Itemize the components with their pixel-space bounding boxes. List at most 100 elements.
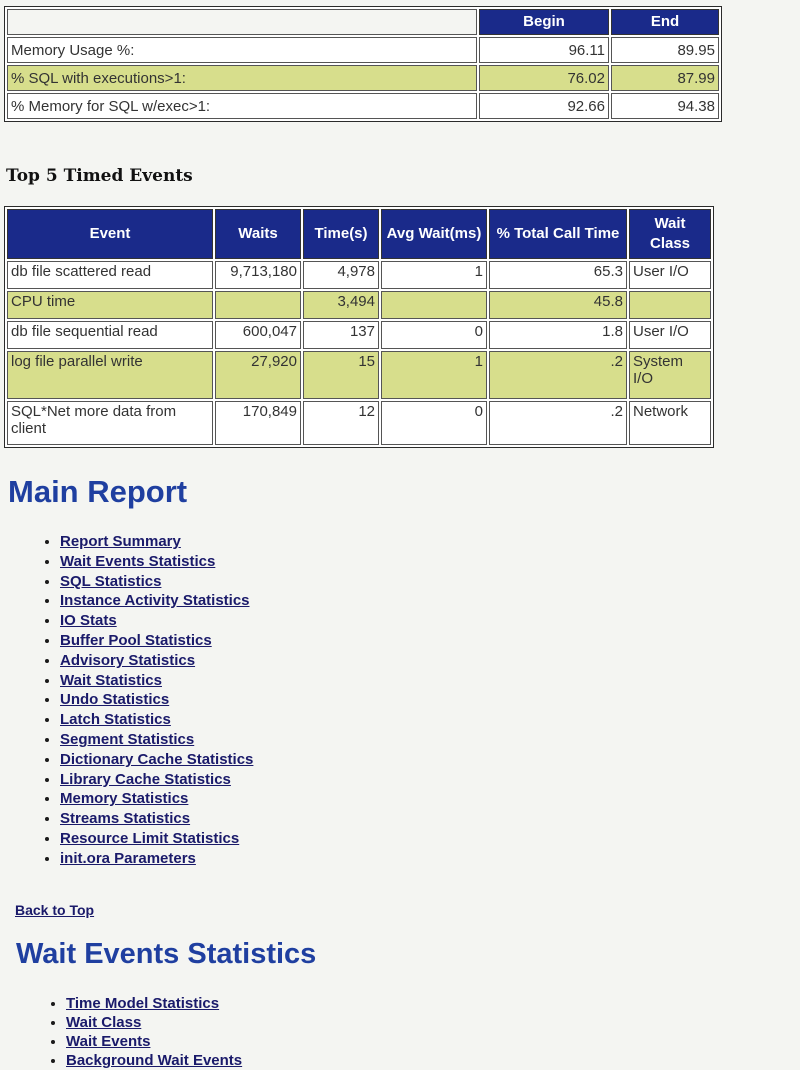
back-to-top-link[interactable]: Back to Top — [15, 902, 95, 918]
event-name: log file parallel write — [7, 351, 213, 399]
event-waits: 170,849 — [215, 401, 301, 445]
event-avg-wait — [381, 291, 487, 319]
memory-row-end: 87.99 — [611, 65, 719, 91]
list-item: Streams Statistics — [60, 809, 253, 829]
instance-activity-statistics-link[interactable]: Instance Activity Statistics — [60, 592, 250, 610]
avg-wait-column-header: Avg Wait(ms) — [381, 209, 487, 259]
report-summary-link[interactable]: Report Summary — [60, 533, 181, 550]
memory-row: Memory Usage %: 96.11 89.95 — [7, 37, 719, 63]
list-item: Dictionary Cache Statistics — [60, 750, 253, 770]
event-avg-wait: 0 — [381, 321, 487, 349]
event-row: db file scattered read 9,713,180 4,978 1… — [7, 261, 711, 289]
wait-events-statistics-heading: Wait Events Statistics — [16, 938, 317, 970]
sql-statistics-link[interactable]: SQL Statistics — [60, 572, 162, 590]
event-wait-class: Network — [629, 401, 711, 445]
event-name: CPU time — [7, 291, 213, 319]
event-row: db file sequential read 600,047 137 0 1.… — [7, 321, 711, 349]
list-item: Background Wait Events — [66, 1051, 242, 1070]
buffer-pool-statistics-link[interactable]: Buffer Pool Statistics — [60, 631, 212, 649]
time-column-header: Time(s) — [303, 209, 379, 259]
event-waits: 600,047 — [215, 321, 301, 349]
main-report-link-list: Report Summary Wait Events Statistics SQ… — [38, 532, 253, 869]
memory-row-begin: 76.02 — [479, 65, 609, 91]
list-item: Wait Events Statistics — [60, 552, 253, 572]
memory-row-label: % SQL with executions>1: — [7, 65, 477, 91]
event-time: 4,978 — [303, 261, 379, 289]
event-column-header: Event — [7, 209, 213, 259]
event-avg-wait: 1 — [381, 351, 487, 399]
event-pct-call-time: 45.8 — [489, 291, 627, 319]
event-time: 15 — [303, 351, 379, 399]
memory-row-label: % Memory for SQL w/exec>1: — [7, 93, 477, 119]
event-waits: 9,713,180 — [215, 261, 301, 289]
event-avg-wait: 0 — [381, 401, 487, 445]
list-item: SQL Statistics — [60, 572, 253, 592]
init-ora-parameters-link[interactable]: init.ora Parameters — [60, 849, 196, 867]
list-item: Buffer Pool Statistics — [60, 631, 253, 651]
list-item: Memory Statistics — [60, 789, 253, 809]
memory-usage-table: Begin End Memory Usage %: 96.11 89.95 % … — [4, 6, 722, 122]
list-item: IO Stats — [60, 611, 253, 631]
memory-table-blank-header — [7, 9, 477, 35]
begin-column-header: Begin — [479, 9, 609, 35]
background-wait-events-link[interactable]: Background Wait Events — [66, 1052, 243, 1069]
event-wait-class: System I/O — [629, 351, 711, 399]
list-item: Undo Statistics — [60, 690, 253, 710]
resource-limit-statistics-link[interactable]: Resource Limit Statistics — [60, 829, 240, 847]
top5-events-table: Event Waits Time(s) Avg Wait(ms) % Total… — [4, 206, 714, 448]
wait-statistics-link[interactable]: Wait Statistics — [60, 671, 162, 689]
event-time: 3,494 — [303, 291, 379, 319]
wait-events-statistics-link[interactable]: Wait Events Statistics — [60, 552, 216, 570]
list-item: Time Model Statistics — [66, 994, 242, 1013]
event-avg-wait: 1 — [381, 261, 487, 289]
event-wait-class — [629, 291, 711, 319]
event-waits — [215, 291, 301, 319]
list-item: init.ora Parameters — [60, 849, 253, 869]
event-time: 12 — [303, 401, 379, 445]
wait-class-column-header: Wait Class — [629, 209, 711, 259]
list-item: Instance Activity Statistics — [60, 591, 253, 611]
wait-events-link-list: Time Model Statistics Wait Class Wait Ev… — [46, 994, 242, 1070]
event-waits: 27,920 — [215, 351, 301, 399]
event-row: CPU time 3,494 45.8 — [7, 291, 711, 319]
event-pct-call-time: .2 — [489, 401, 627, 445]
list-item: Wait Events — [66, 1032, 242, 1051]
list-item: Segment Statistics — [60, 730, 253, 750]
list-item: Library Cache Statistics — [60, 770, 253, 790]
waits-column-header: Waits — [215, 209, 301, 259]
memory-row-label: Memory Usage %: — [7, 37, 477, 63]
time-model-statistics-link[interactable]: Time Model Statistics — [66, 995, 220, 1012]
memory-statistics-link[interactable]: Memory Statistics — [60, 790, 189, 808]
wait-class-link[interactable]: Wait Class — [66, 1014, 142, 1031]
memory-row-begin: 96.11 — [479, 37, 609, 63]
event-name: db file scattered read — [7, 261, 213, 289]
streams-statistics-link[interactable]: Streams Statistics — [60, 810, 191, 828]
list-item: Resource Limit Statistics — [60, 829, 253, 849]
io-stats-link[interactable]: IO Stats — [60, 612, 117, 630]
wait-events-link[interactable]: Wait Events — [66, 1033, 151, 1050]
main-report-heading: Main Report — [8, 474, 188, 509]
event-pct-call-time: 65.3 — [489, 261, 627, 289]
event-wait-class: User I/O — [629, 321, 711, 349]
list-item: Advisory Statistics — [60, 651, 253, 671]
memory-row: % Memory for SQL w/exec>1: 92.66 94.38 — [7, 93, 719, 119]
latch-statistics-link[interactable]: Latch Statistics — [60, 711, 171, 729]
memory-row-end: 94.38 — [611, 93, 719, 119]
event-time: 137 — [303, 321, 379, 349]
event-wait-class: User I/O — [629, 261, 711, 289]
list-item: Wait Statistics — [60, 671, 253, 691]
pct-call-time-column-header: % Total Call Time — [489, 209, 627, 259]
undo-statistics-link[interactable]: Undo Statistics — [60, 691, 170, 709]
list-item: Wait Class — [66, 1013, 242, 1032]
dictionary-cache-statistics-link[interactable]: Dictionary Cache Statistics — [60, 750, 254, 768]
event-row: SQL*Net more data from client 170,849 12… — [7, 401, 711, 445]
top5-section-title: Top 5 Timed Events — [6, 166, 193, 186]
event-pct-call-time: 1.8 — [489, 321, 627, 349]
segment-statistics-link[interactable]: Segment Statistics — [60, 730, 195, 748]
event-pct-call-time: .2 — [489, 351, 627, 399]
advisory-statistics-link[interactable]: Advisory Statistics — [60, 651, 196, 669]
library-cache-statistics-link[interactable]: Library Cache Statistics — [60, 770, 231, 788]
memory-row-begin: 92.66 — [479, 93, 609, 119]
event-name: db file sequential read — [7, 321, 213, 349]
list-item: Report Summary — [60, 532, 253, 552]
